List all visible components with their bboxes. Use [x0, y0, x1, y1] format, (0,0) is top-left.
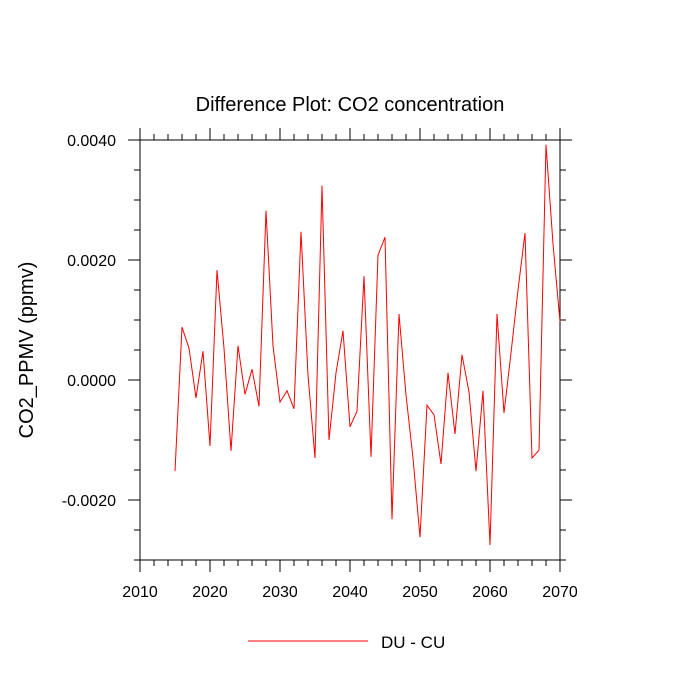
x-tick-label: 2040	[332, 584, 368, 601]
x-tick-label: 2030	[262, 584, 298, 601]
y-tick-label: 0.0020	[67, 253, 116, 270]
series-layer	[174, 144, 561, 546]
plot-frame	[139, 139, 561, 561]
x-tick-label: 2060	[472, 584, 508, 601]
y-tick-label: 0.0040	[67, 133, 116, 150]
axis-ticks	[128, 128, 572, 572]
x-tick-label: 2010	[122, 584, 158, 601]
x-tick-label: 2020	[192, 584, 228, 601]
x-tick-label: 2050	[402, 584, 438, 601]
x-tick-label: 2070	[542, 584, 578, 601]
y-axis-label: CO2_PPMV (ppmv)	[16, 262, 38, 439]
legend: DU - CU	[248, 633, 445, 652]
legend-label-du-cu: DU - CU	[381, 633, 445, 652]
y-tick-label: 0.0000	[67, 373, 116, 390]
series-line-du-cu	[174, 144, 561, 546]
tick-labels: 2010 2020 2030 2040 2050 2060 2070 -0.0020 0.000…	[62, 133, 578, 601]
y-tick-label: -0.0020	[62, 493, 116, 510]
chart-title: Difference Plot: CO2 concentration	[196, 94, 505, 116]
